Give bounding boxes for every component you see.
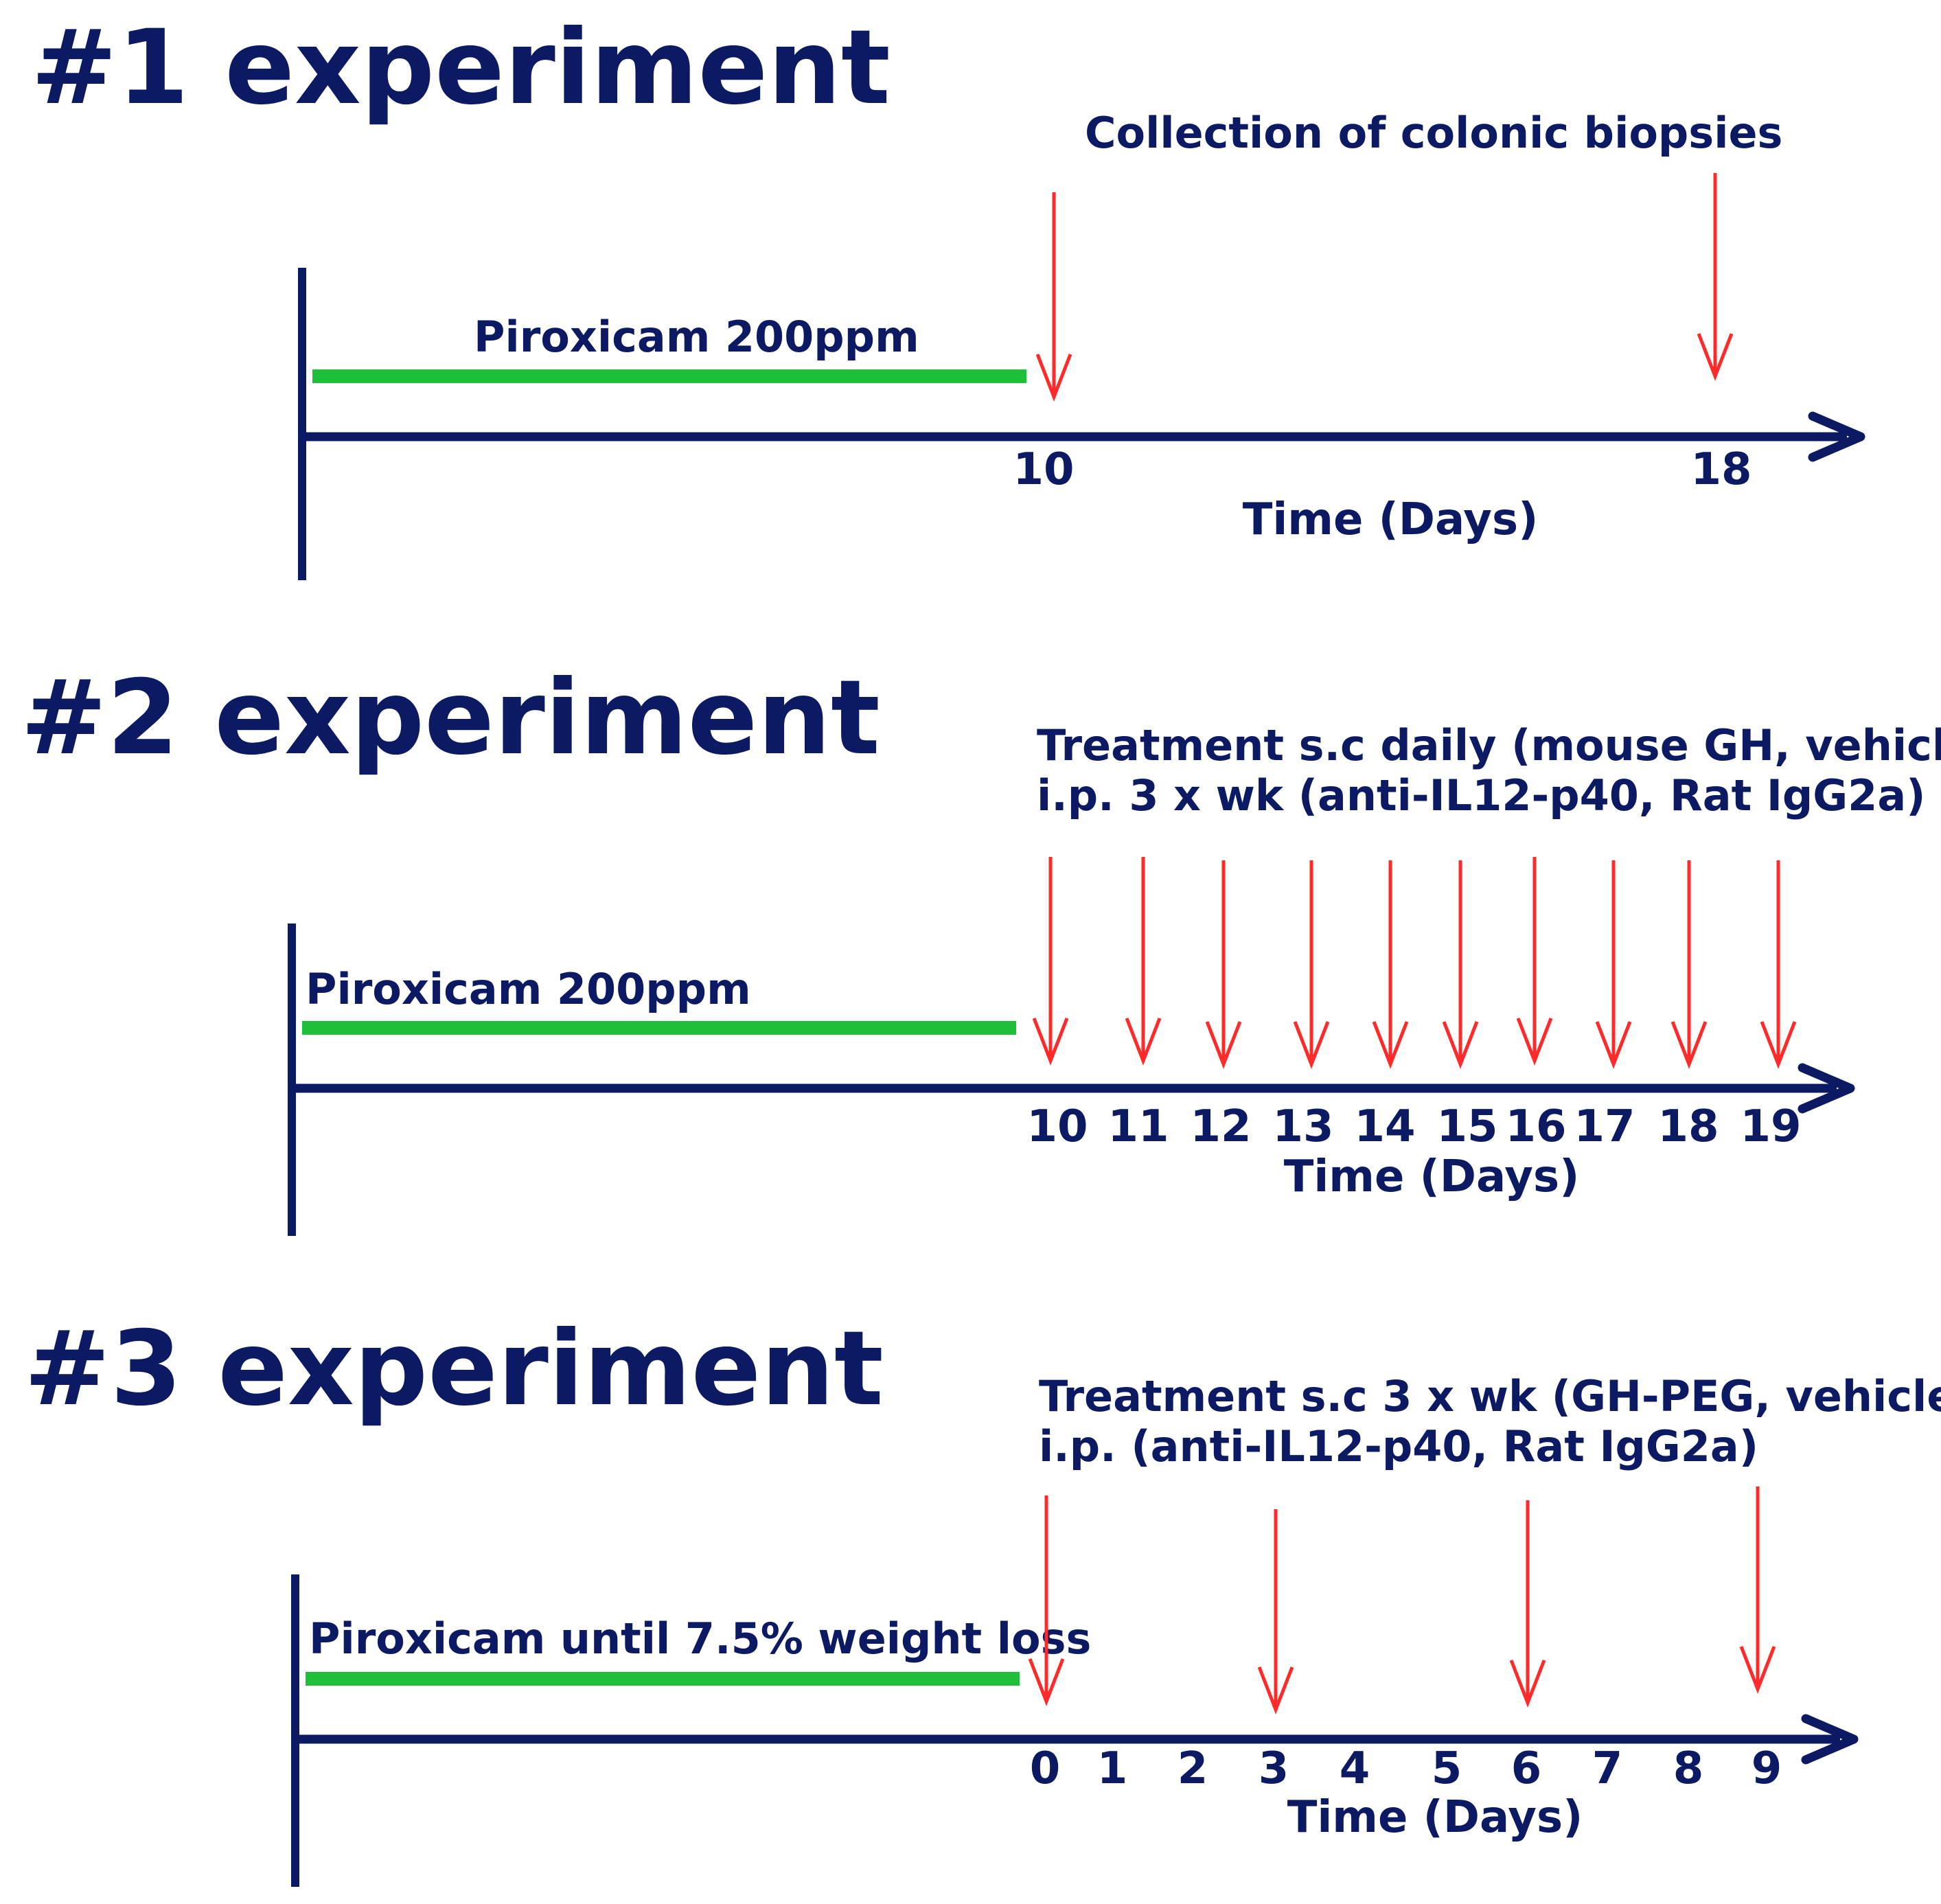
tick-label-day-10: 10 (1013, 444, 1074, 495)
event-arrow-day-6 (1509, 1500, 1546, 1708)
experiment-3-timeline: #3 experiment Piroxicam until 7.5% weight… (24, 1309, 1941, 1887)
tick-label-day-7: 7 (1592, 1743, 1623, 1794)
tick-label-day-19: 19 (1740, 1101, 1801, 1152)
tick-label-day-18: 18 (1690, 444, 1752, 495)
tick-label-day-18: 18 (1657, 1101, 1719, 1152)
event-arrow-day-18 (1670, 860, 1708, 1069)
tick-label-day-13: 13 (1272, 1101, 1333, 1152)
experiment-title: #1 experiment (31, 8, 891, 128)
tick-label-day-12: 12 (1190, 1101, 1251, 1152)
experiment-2-timeline: #2 experiment Piroxicam 200ppm Treatment s… (21, 658, 1941, 1236)
time-axis-arrowhead-icon (1798, 1063, 1855, 1114)
tick-label-day-8: 8 (1673, 1743, 1704, 1794)
event-arrow-day-3 (1257, 1509, 1294, 1714)
event-arrow-day-17 (1595, 860, 1632, 1069)
tick-label-day-4: 4 (1340, 1743, 1370, 1794)
tick-label-day-16: 16 (1505, 1101, 1566, 1152)
tick-label-day-10: 10 (1026, 1101, 1088, 1152)
tick-label-day-14: 14 (1354, 1101, 1415, 1152)
tick-label-day-17: 17 (1574, 1101, 1635, 1152)
axis-label: Time (Days) (1243, 494, 1539, 545)
tick-label-day-9: 9 (1752, 1743, 1782, 1794)
event-arrow-day-9 (1739, 1487, 1776, 1694)
event-arrow-day-12 (1205, 860, 1242, 1069)
tick-label-day-2: 2 (1178, 1743, 1208, 1794)
tick-label-day-0: 0 (1030, 1743, 1061, 1794)
event-arrow-day-10 (1032, 857, 1069, 1066)
event-arrow-day-0 (1028, 1495, 1065, 1706)
time-axis-arrowhead-icon (1801, 1714, 1859, 1765)
event-arrow-day-16 (1516, 857, 1553, 1066)
event-arrow-day-11 (1125, 857, 1162, 1066)
event-arrow-day-19 (1760, 860, 1797, 1069)
event-label-line: i.p. (anti-IL12-p40, Rat IgG2a) (1039, 1421, 1758, 1471)
event-arrow-day-10 (1035, 192, 1072, 402)
tick-label-day-1: 1 (1097, 1743, 1128, 1794)
event-label-line: i.p. 3 x wk (anti-IL12-p40, Rat IgG2a) (1037, 770, 1926, 821)
experiment-title: #2 experiment (21, 658, 880, 778)
axis-label: Time (Days) (1287, 1792, 1583, 1843)
tick-label-day-3: 3 (1259, 1743, 1289, 1794)
drug-label: Piroxicam 200ppm (306, 964, 751, 1014)
event-arrow-day-18 (1697, 173, 1734, 381)
event-arrow-day-14 (1372, 860, 1409, 1069)
tick-label-day-11: 11 (1107, 1101, 1169, 1152)
tick-label-day-5: 5 (1432, 1743, 1462, 1794)
drug-label: Piroxicam 200ppm (474, 312, 919, 362)
tick-label-day-15: 15 (1436, 1101, 1497, 1152)
axis-label: Time (Days) (1284, 1151, 1580, 1202)
experiment-1-timeline: #1 experiment Piroxicam 200ppm Collection … (31, 8, 1865, 580)
time-axis-arrowhead-icon (1808, 411, 1865, 462)
event-arrow-day-13 (1293, 860, 1330, 1069)
experiment-title: #3 experiment (24, 1309, 884, 1429)
event-label-line: Treatment s.c daily (mouse GH, vehicle), (1037, 720, 1941, 770)
event-label-line: Collection of colonic biopsies (1085, 108, 1782, 158)
event-arrow-day-15 (1442, 860, 1479, 1069)
event-label-line: Treatment s.c 3 x wk (GH-PEG, vehicle), (1039, 1371, 1941, 1421)
tick-label-day-6: 6 (1511, 1743, 1542, 1794)
drug-label: Piroxicam until 7.5% weight loss (309, 1614, 1091, 1664)
